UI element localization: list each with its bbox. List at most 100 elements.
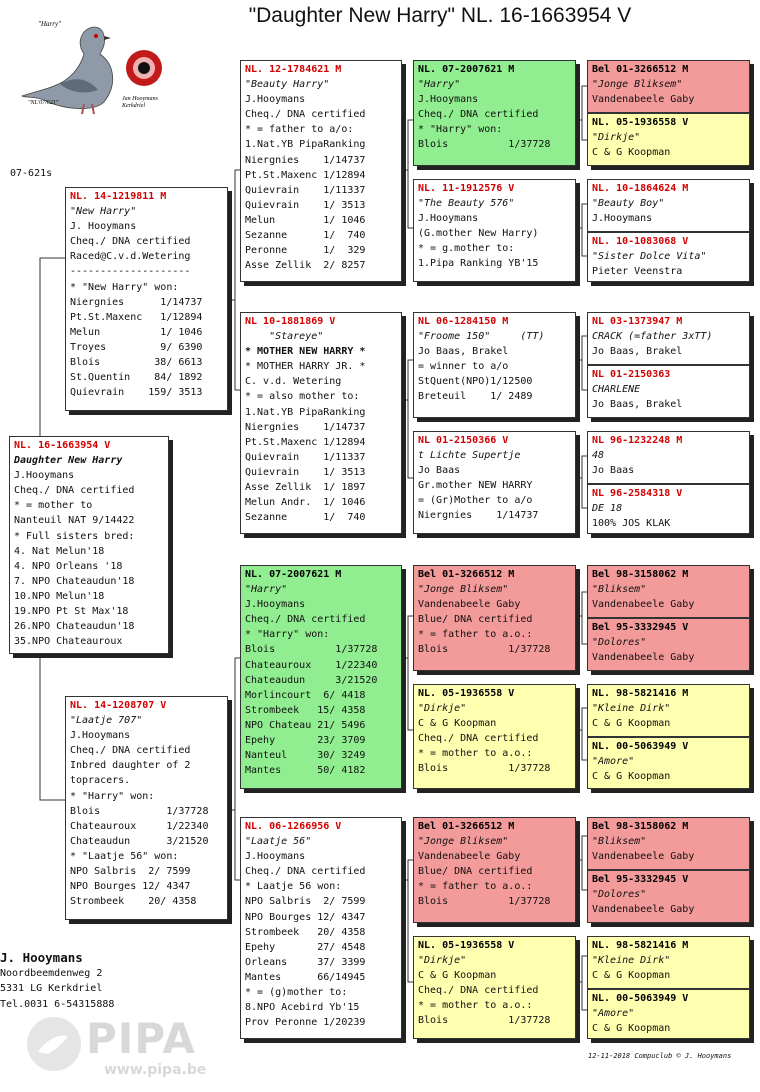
pedigree-line: Quievrain 1/11337 [245, 451, 366, 463]
page-title: "Daughter New Harry" NL. 16-1663954 V [248, 4, 632, 27]
pedigree-line: Vandenabeele Gaby [418, 851, 521, 863]
pedigree-card-g15: NL. 98-5821416 M "Kleine Dirk" C & G Koopm… [587, 936, 750, 989]
pedigree-card-g4: NL. 10-1083068 V "Sister Dolce Vita" Piete… [587, 232, 750, 282]
pigeon-name: "Jonge Bliksem" [592, 79, 683, 91]
ring-number: NL. 07-2007621 M [418, 64, 515, 75]
pedigree-line: Melun Andr. 1/ 1046 [245, 497, 366, 509]
pedigree-line: Jo Baas, Brakel [592, 346, 683, 358]
pedigree-card-dam-sire: NL. 07-2007621 M "Harry" J.Hooymans Cheq./ … [240, 565, 402, 789]
ring-number: NL 96-2584318 V [592, 488, 683, 499]
pedigree-line: = (Gr)Mother to a/o [418, 495, 533, 507]
pedigree-card-g9: Bel 98-3158062 M "Bliksem" Vandenabeele Ga… [587, 565, 750, 618]
pedigree-line: Inbred daughter of 2 [70, 760, 191, 772]
pedigree-line: C & G Koopman [418, 718, 497, 730]
pedigree-line: Chateaudun 3/21520 [70, 835, 209, 847]
pedigree-line: Pt.St.Maxenc 1/12894 [70, 311, 203, 323]
pedigree-line: NPO Bourges 12/ 4347 [245, 911, 366, 923]
pedigree-line: Chateauroux 1/22340 [70, 820, 209, 832]
pedigree-line: Gr.mother NEW HARRY [418, 480, 533, 492]
pedigree-line: Pt.St.Maxenc 1/12894 [245, 436, 366, 448]
pedigree-line: 26.NPO Chateaudun'18 [14, 621, 135, 633]
owner-phone: Tel.0031 6-54315888 [0, 998, 115, 1010]
ring-number: NL 01-2150363 [592, 369, 671, 380]
pedigree-line: C & G Koopman [418, 970, 497, 982]
pedigree-line: * "Laatje 56" won: [70, 850, 179, 862]
pedigree-line: Prov Peronne 1/20239 [245, 1017, 366, 1029]
pedigree-line: 19.NPO Pt St Max'18 [14, 606, 129, 618]
pedigree-line: Niergnies 1/14737 [418, 510, 539, 522]
owner-address: Noordbeemdenweg 2 [0, 967, 103, 979]
pedigree-line: Cheq./ DNA certified [418, 733, 539, 745]
pedigree-line: Melun 1/ 1046 [70, 326, 203, 338]
pedigree-line: 8.NPO Acebird Yb'15 [245, 1002, 360, 1014]
ring-number: NL. 10-1083068 V [592, 236, 689, 247]
pedigree-line: Epehy 27/ 4548 [245, 941, 366, 953]
pedigree-line: Mantes 50/ 4182 [245, 765, 366, 777]
pedigree-line: Vandenabeele Gaby [592, 652, 695, 664]
pedigree-line: J.Hooymans [592, 213, 653, 225]
ring-number: NL. 00-5063949 V [592, 741, 689, 752]
pigeon-name: "Dirkje" [418, 703, 467, 715]
pedigree-line: Nanteul 30/ 3249 [245, 750, 366, 762]
pedigree-line: Cheq./ DNA certified [245, 866, 366, 878]
pigeon-name: "Dolores" [592, 889, 647, 901]
pedigree-line: NPO Chateau 21/ 5496 [245, 719, 366, 731]
pedigree-card-g12: NL. 00-5063949 V "Amore" C & G Koopman [587, 737, 750, 789]
pedigree-line: Melun 1/ 1046 [245, 214, 366, 226]
ring-number: Bel 01-3266512 M [418, 569, 515, 580]
pedigree-line: J.Hooymans [245, 599, 306, 611]
ring-number: NL 01-2150366 V [418, 435, 509, 446]
pedigree-card-sdd: NL 01-2150366 V t Lichte Supertje Jo Baas G… [413, 431, 576, 534]
pedigree-line: Blue/ DNA certified [418, 614, 533, 626]
pedigree-line: Blois 1/37728 [418, 644, 551, 656]
pedigree-line: Troyes 9/ 6390 [70, 341, 203, 353]
pedigree-line: Epehy 23/ 3709 [245, 735, 366, 747]
pedigree-line: Quievrain 159/ 3513 [70, 387, 203, 399]
logo-caption-top: "Harry" [38, 20, 61, 28]
pedigree-line: J.Hooymans [418, 213, 479, 225]
pedigree-line: Vandenabeele Gaby [592, 94, 695, 106]
pigeon-name: Daughter New Harry [14, 455, 123, 467]
pipa-watermark: PIPA www.pipa.be [24, 1014, 214, 1084]
pedigree-card-g8: NL 96-2584318 V DE 18 100% JOS KLAK [587, 484, 750, 534]
pedigree-line: C & G Koopman [592, 718, 671, 730]
pedigree-line: * = also mother to: [245, 391, 360, 403]
pedigree-line: Asse Zellik 2/ 8257 [245, 260, 366, 272]
watermark-url: www.pipa.be [104, 1062, 207, 1078]
pigeon-name: "Dirkje" [418, 955, 467, 967]
pedigree-line: St.Quentin 84/ 1892 [70, 372, 203, 384]
pedigree-card-dds: Bel 01-3266512 M "Jonge Bliksem" Vandenabe… [413, 817, 576, 923]
ring-number: NL. 11-1912576 V [418, 183, 515, 194]
pedigree-line: J.Hooymans [245, 851, 306, 863]
pedigree-line: * = father to a.o.: [418, 629, 533, 641]
pedigree-line: Vandenabeele Gaby [592, 851, 695, 863]
watermark-text: PIPA [86, 1014, 196, 1063]
pedigree-line: NPO Salbris 2/ 7599 [70, 866, 191, 878]
pedigree-line: Cheq./ DNA certified [418, 109, 539, 121]
pedigree-line: Quievrain 1/11337 [245, 184, 366, 196]
pigeon-name: DE 18 [592, 503, 623, 515]
pedigree-line: * = father to a/o: [245, 124, 354, 136]
ring-number: NL. 10-1864624 M [592, 183, 689, 194]
pedigree-line: Cheq./ DNA certified [245, 614, 366, 626]
pedigree-line: Blois 1/37728 [418, 896, 551, 908]
ring-number: NL. 07-2007621 M [245, 569, 342, 580]
pedigree-line: = winner to a/o [418, 361, 509, 373]
pigeon-name: CRACK (=father 3xTT) [592, 331, 713, 343]
pedigree-line: 4. NPO Orleans '18 [14, 560, 123, 572]
pedigree-line: Vandenabeele Gaby [418, 599, 521, 611]
pedigree-line: C & G Koopman [592, 771, 671, 783]
pigeon-name: "Dirkje" [592, 132, 641, 144]
pedigree-line: Strombeek 20/ 4358 [245, 926, 366, 938]
owner-name: J. Hooymans [0, 950, 83, 965]
pedigree-line: Raced@C.v.d.Wetering [70, 251, 191, 263]
pedigree-line: Blois 1/37728 [418, 139, 551, 151]
ring-number: NL. 14-1219811 M [70, 191, 167, 202]
pedigree-line: Blois 1/37728 [70, 805, 209, 817]
pigeon-name: "Harry" [418, 79, 461, 91]
pigeon-name: "Amore" [592, 756, 635, 768]
pedigree-line: J.Hooymans [418, 94, 479, 106]
pedigree-line: J.Hooymans [245, 94, 306, 106]
pigeon-logo: "Harry" "NL'07/621" Jan Hooymans Kerkdrie… [14, 14, 176, 120]
ring-number: NL. 98-5821416 M [592, 940, 689, 951]
